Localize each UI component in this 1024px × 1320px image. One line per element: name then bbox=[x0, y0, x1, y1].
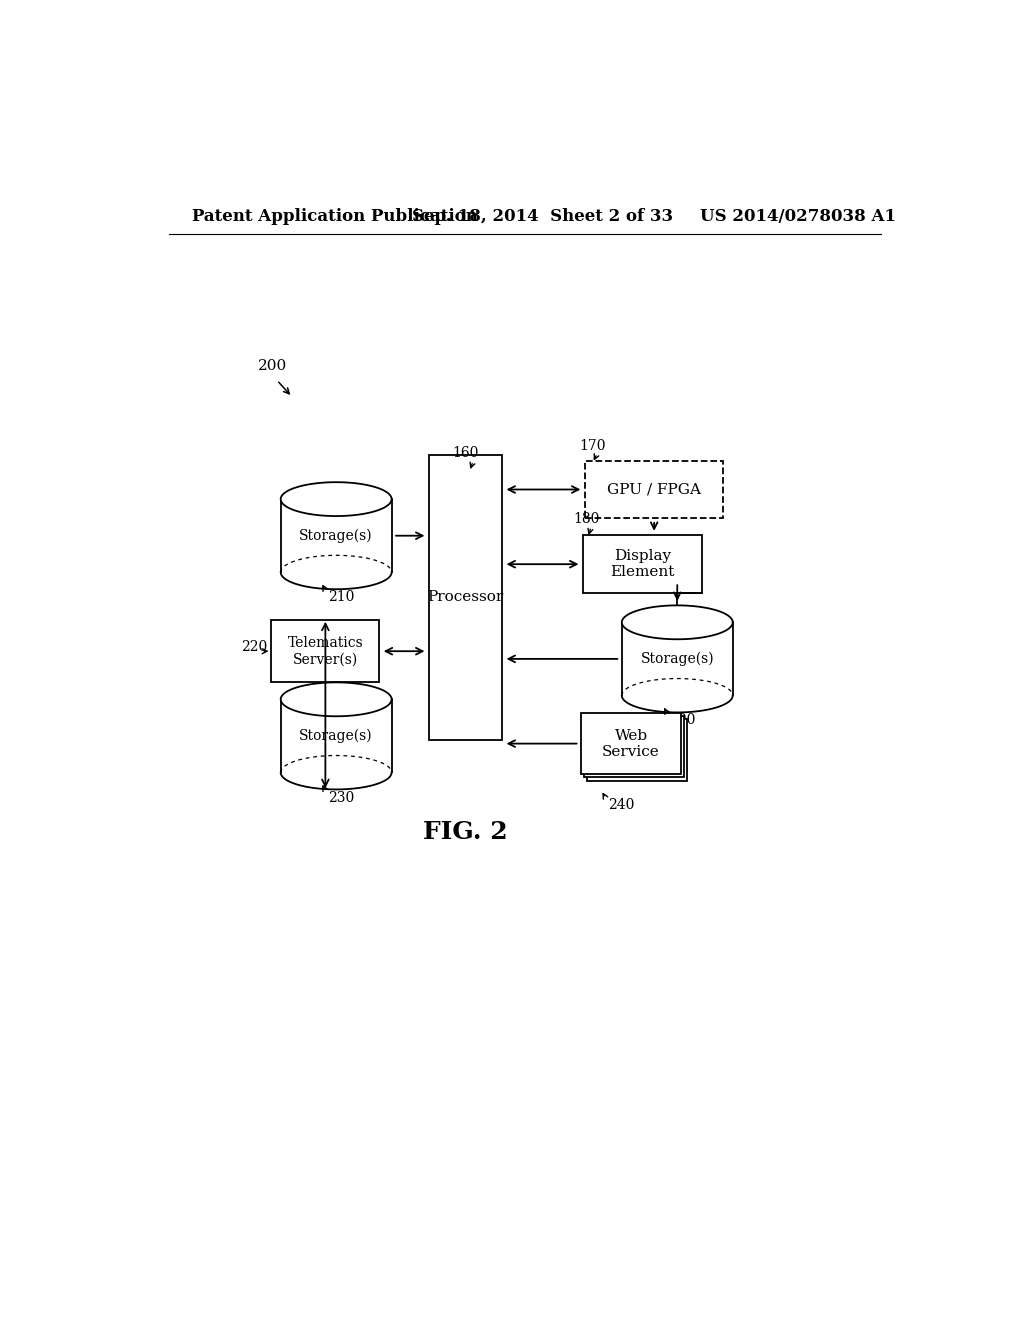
Bar bbox=[581, 713, 681, 775]
Bar bbox=[281, 700, 391, 772]
Text: Storage(s): Storage(s) bbox=[299, 528, 373, 543]
Bar bbox=[585, 461, 724, 519]
Text: 220: 220 bbox=[241, 640, 267, 655]
Text: Storage(s): Storage(s) bbox=[299, 729, 373, 743]
Bar bbox=[271, 620, 379, 682]
Text: 230: 230 bbox=[328, 791, 354, 804]
Text: 210: 210 bbox=[328, 590, 354, 605]
Bar bbox=[584, 715, 684, 777]
Text: US 2014/0278038 A1: US 2014/0278038 A1 bbox=[700, 207, 896, 224]
Text: 180: 180 bbox=[573, 512, 600, 525]
Text: 200: 200 bbox=[258, 359, 287, 374]
Bar bbox=[622, 622, 733, 696]
Text: Display
Element: Display Element bbox=[610, 549, 675, 579]
Text: Processor: Processor bbox=[427, 590, 504, 605]
Text: 160: 160 bbox=[453, 446, 479, 461]
Polygon shape bbox=[281, 482, 391, 516]
Text: FIG. 2: FIG. 2 bbox=[423, 820, 508, 845]
Text: Patent Application Publication: Patent Application Publication bbox=[193, 207, 478, 224]
Polygon shape bbox=[622, 606, 733, 639]
Text: Sep. 18, 2014  Sheet 2 of 33: Sep. 18, 2014 Sheet 2 of 33 bbox=[412, 207, 673, 224]
Text: Storage(s): Storage(s) bbox=[640, 652, 714, 667]
Bar bbox=[429, 455, 502, 739]
Text: GPU / FPGA: GPU / FPGA bbox=[607, 483, 701, 496]
Text: 190: 190 bbox=[670, 714, 696, 727]
Bar bbox=[587, 719, 687, 780]
Bar bbox=[281, 499, 391, 573]
Text: 170: 170 bbox=[580, 438, 606, 453]
Text: Telematics
Server(s): Telematics Server(s) bbox=[288, 636, 364, 667]
Text: Web
Service: Web Service bbox=[602, 729, 659, 759]
Polygon shape bbox=[281, 682, 391, 717]
Bar bbox=[583, 536, 702, 593]
Text: 240: 240 bbox=[608, 799, 634, 812]
